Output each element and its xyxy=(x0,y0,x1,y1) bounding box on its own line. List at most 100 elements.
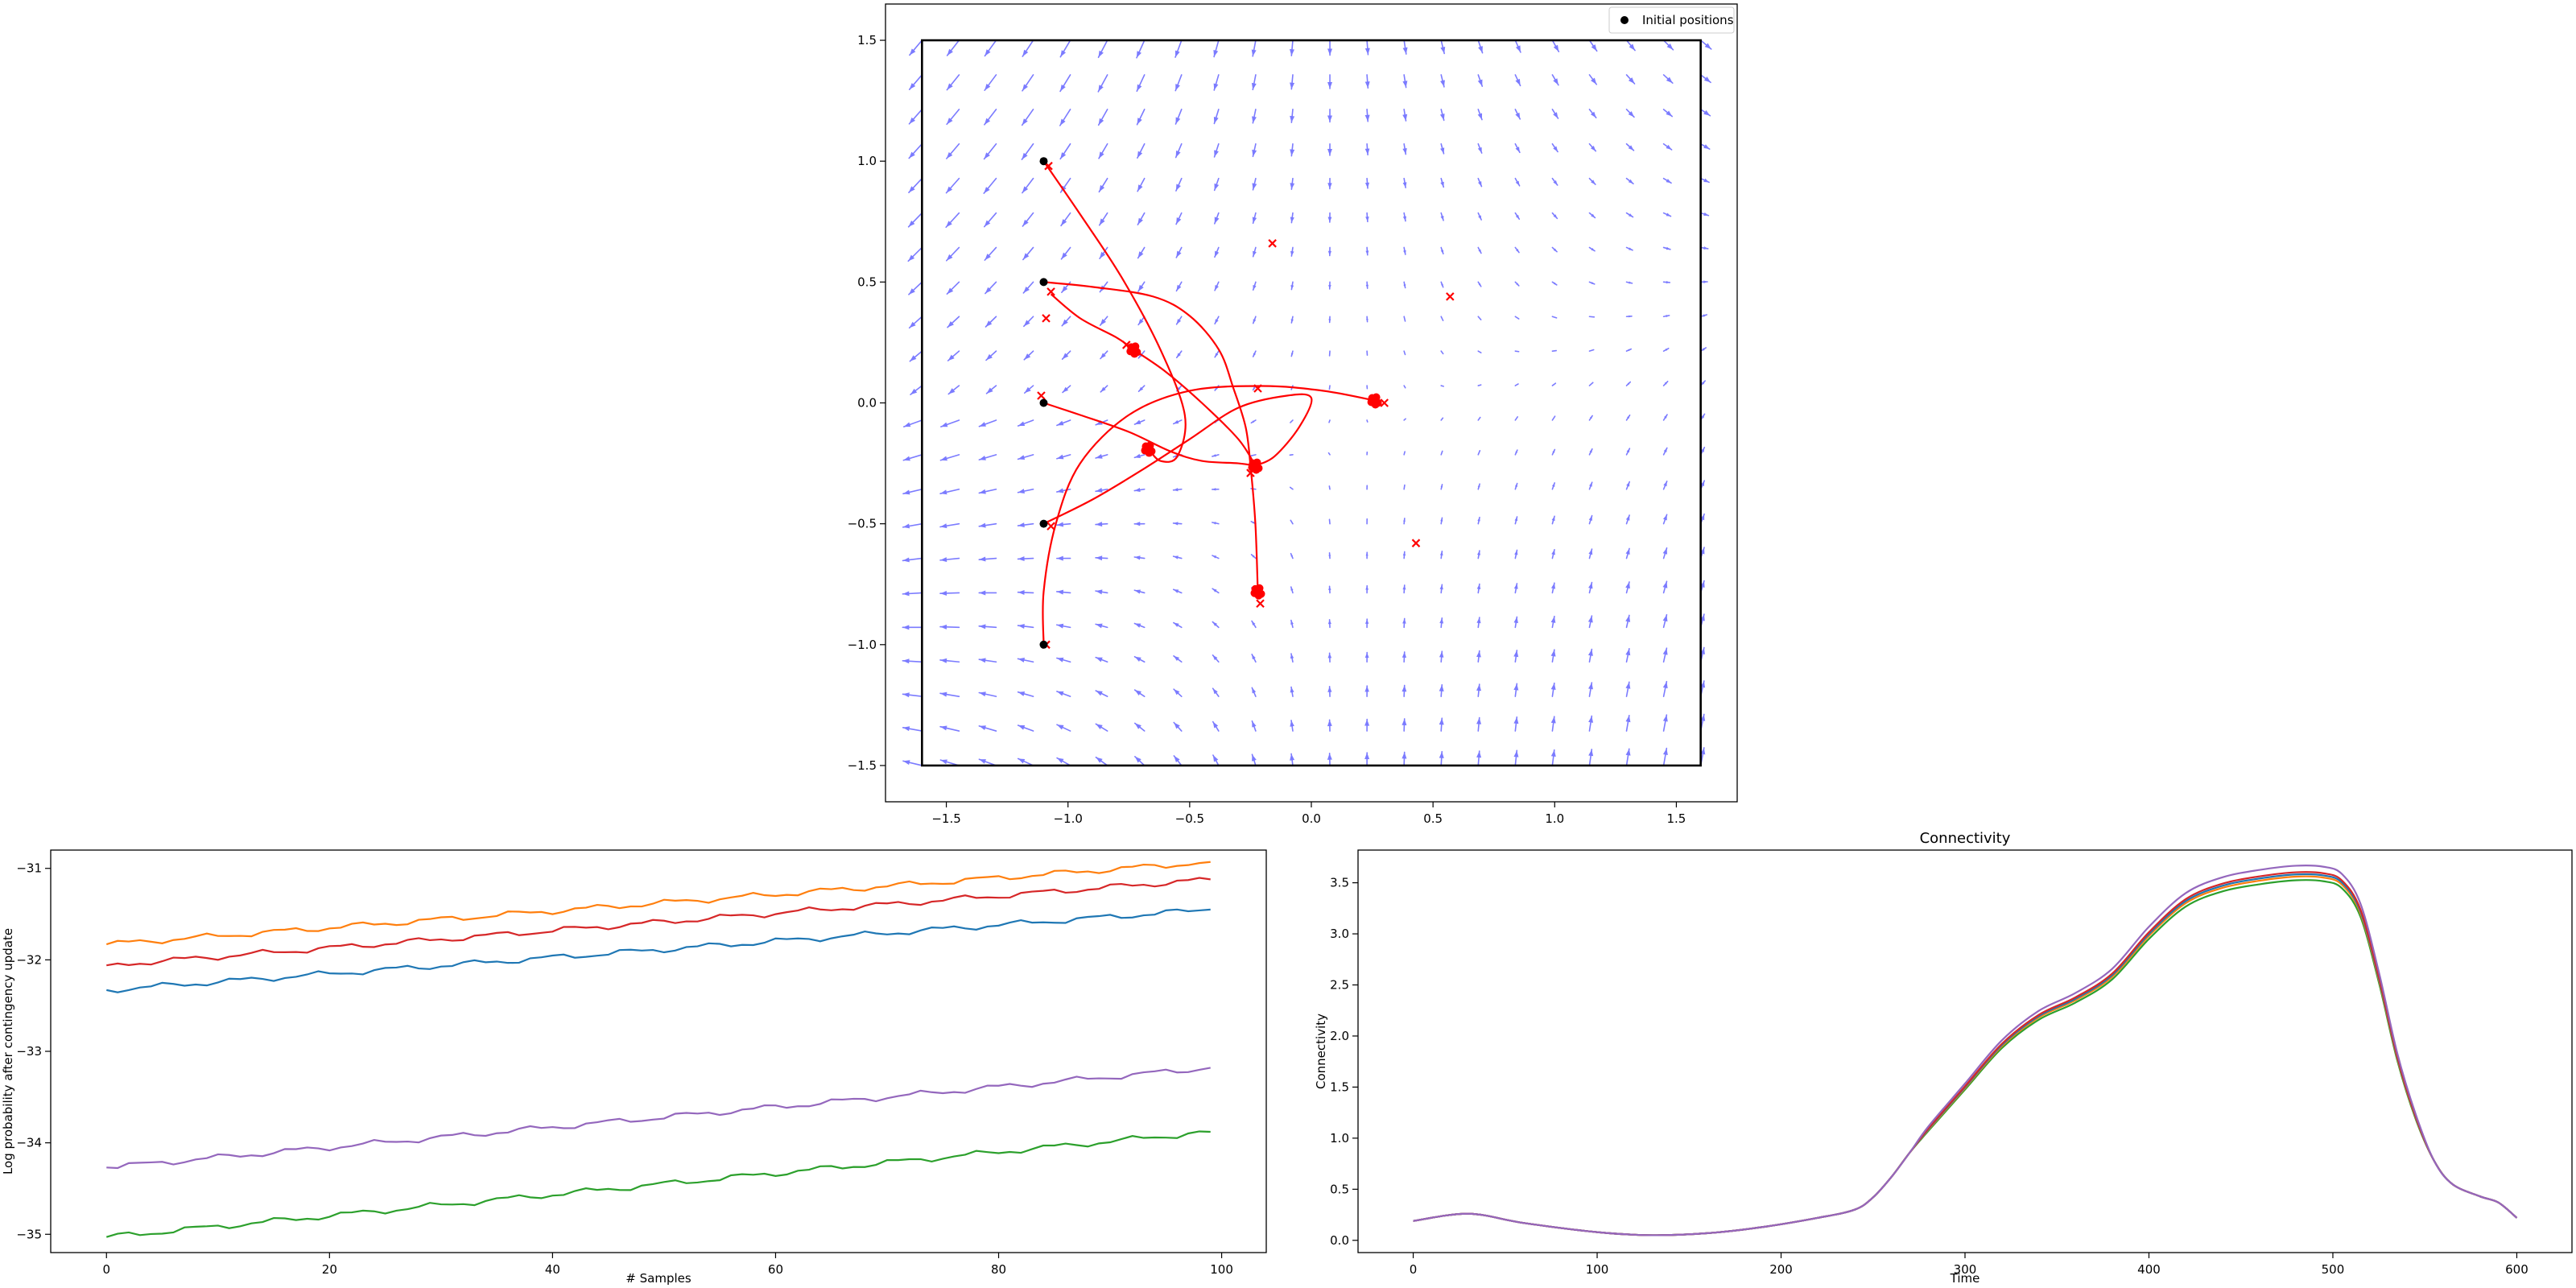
field-arrowhead xyxy=(1476,717,1482,724)
vector-field xyxy=(902,39,1712,766)
field-arrowhead xyxy=(1212,755,1219,762)
field-arrowhead xyxy=(1212,454,1216,457)
field-arrowhead xyxy=(1665,348,1669,351)
field-arrowhead xyxy=(1440,250,1444,254)
quiver-x-tick-label: −0.5 xyxy=(1175,811,1204,826)
logprob-x-tick-label: 60 xyxy=(768,1262,783,1277)
field-arrowhead xyxy=(1096,657,1103,663)
field-arrowhead xyxy=(1212,488,1216,491)
field-arrowhead xyxy=(946,254,953,261)
field-arrowhead xyxy=(1023,320,1030,327)
field-arrowhead xyxy=(1588,682,1593,690)
field-arrowhead xyxy=(1096,453,1103,459)
field-arrowhead xyxy=(1018,489,1026,494)
field-arrowhead xyxy=(1591,213,1596,218)
field-arrowhead xyxy=(947,83,953,90)
field-arrowhead xyxy=(1096,589,1103,595)
field-arrowhead xyxy=(902,692,910,698)
field-arrowhead xyxy=(1625,514,1630,521)
field-arrowhead xyxy=(902,658,910,664)
field-arrowhead xyxy=(1327,48,1333,56)
final-position-marker xyxy=(1130,349,1139,358)
field-arrowhead xyxy=(1137,251,1144,258)
initial-position-marker xyxy=(1039,398,1048,407)
field-arrowhead xyxy=(1327,82,1333,89)
field-arrowhead xyxy=(1515,112,1521,119)
target-marker xyxy=(1042,314,1051,323)
field-arrowhead xyxy=(1476,617,1481,624)
field-arrowhead xyxy=(1629,315,1632,318)
field-arrowhead xyxy=(903,489,910,495)
field-arrowhead xyxy=(1439,751,1444,758)
field-arrowhead xyxy=(1214,150,1219,157)
field-arrowhead xyxy=(1290,687,1294,693)
field-arrow xyxy=(1328,419,1331,423)
field-arrowhead xyxy=(979,489,986,494)
field-arrowhead xyxy=(1290,285,1294,290)
field-arrowhead xyxy=(1215,319,1219,324)
target-marker xyxy=(1046,522,1055,530)
field-arrowhead xyxy=(1252,621,1256,625)
field-arrowhead xyxy=(1364,652,1369,658)
quiver-y-tick-label: 0.5 xyxy=(857,275,877,289)
field-arrowhead xyxy=(1253,285,1257,291)
field-arrowhead xyxy=(948,388,956,394)
field-arrowhead xyxy=(1515,180,1520,186)
field-arrowhead xyxy=(1703,144,1710,150)
field-arrowhead xyxy=(1515,214,1520,220)
field-arrowhead xyxy=(1440,46,1446,54)
field-arrowhead xyxy=(1588,582,1593,589)
field-arrowhead xyxy=(1625,682,1631,689)
field-arrowhead xyxy=(1290,183,1295,190)
field-arrowhead xyxy=(984,220,991,227)
final-position-marker xyxy=(1251,584,1260,593)
field-arrowhead xyxy=(1138,319,1144,325)
field-arrowhead xyxy=(947,354,955,361)
field-arrowhead xyxy=(1662,648,1668,655)
field-arrowhead xyxy=(1627,382,1631,386)
field-arrowhead xyxy=(1402,80,1408,88)
field-arrowhead xyxy=(1018,658,1026,663)
field-arrowhead xyxy=(979,725,986,730)
connectivity-x-tick-label: 300 xyxy=(1954,1262,1977,1277)
field-arrowhead xyxy=(1060,50,1066,57)
field-arrowhead xyxy=(1212,654,1218,661)
field-arrowhead xyxy=(1290,217,1294,223)
field-arrowhead xyxy=(1439,584,1443,590)
field-arrowhead xyxy=(1478,181,1482,187)
connectivity-y-tick-label: 3.0 xyxy=(1330,927,1349,941)
field-arrowhead xyxy=(1252,217,1257,224)
field-arrowhead xyxy=(1137,184,1143,192)
field-arrowhead xyxy=(979,590,986,596)
field-arrowhead xyxy=(1550,650,1556,657)
field-arrowhead xyxy=(940,759,947,765)
field-arrowhead xyxy=(1516,249,1520,253)
field-arrowhead xyxy=(1018,691,1026,696)
logprob-x-tick-label: 100 xyxy=(1210,1262,1233,1277)
field-arrow xyxy=(1403,385,1406,389)
field-arrowhead xyxy=(1096,724,1103,730)
connectivity-x-tick-label: 100 xyxy=(1586,1262,1609,1277)
field-arrowhead xyxy=(1173,655,1180,662)
field-arrowhead xyxy=(1402,216,1407,221)
field-arrowhead xyxy=(1134,656,1141,662)
field-arrowhead xyxy=(1176,353,1181,358)
log-probability-plot-frame xyxy=(50,849,1267,1253)
initial-position-marker xyxy=(1039,157,1048,166)
field-arrowhead xyxy=(1662,715,1668,722)
field-arrowhead xyxy=(1251,49,1257,56)
connectivity-y-tick-label: 2.0 xyxy=(1330,1029,1349,1043)
field-arrowhead xyxy=(1588,549,1593,555)
field-arrowhead xyxy=(1212,688,1218,695)
field-arrowhead xyxy=(1214,250,1220,258)
field-arrowhead xyxy=(1096,757,1103,763)
log-probability-ticks: 0 20 40 60 80 100 −35 −34 −33 −32 −31 xyxy=(16,861,1233,1277)
field-arrowhead xyxy=(1628,349,1632,352)
field-arrowhead xyxy=(1290,753,1295,761)
connectivity-lines xyxy=(1413,865,2518,1236)
field-arrowhead xyxy=(1703,246,1708,250)
field-arrowhead xyxy=(1440,484,1443,488)
field-arrowhead xyxy=(1666,280,1670,284)
field-arrowhead xyxy=(1174,689,1180,696)
